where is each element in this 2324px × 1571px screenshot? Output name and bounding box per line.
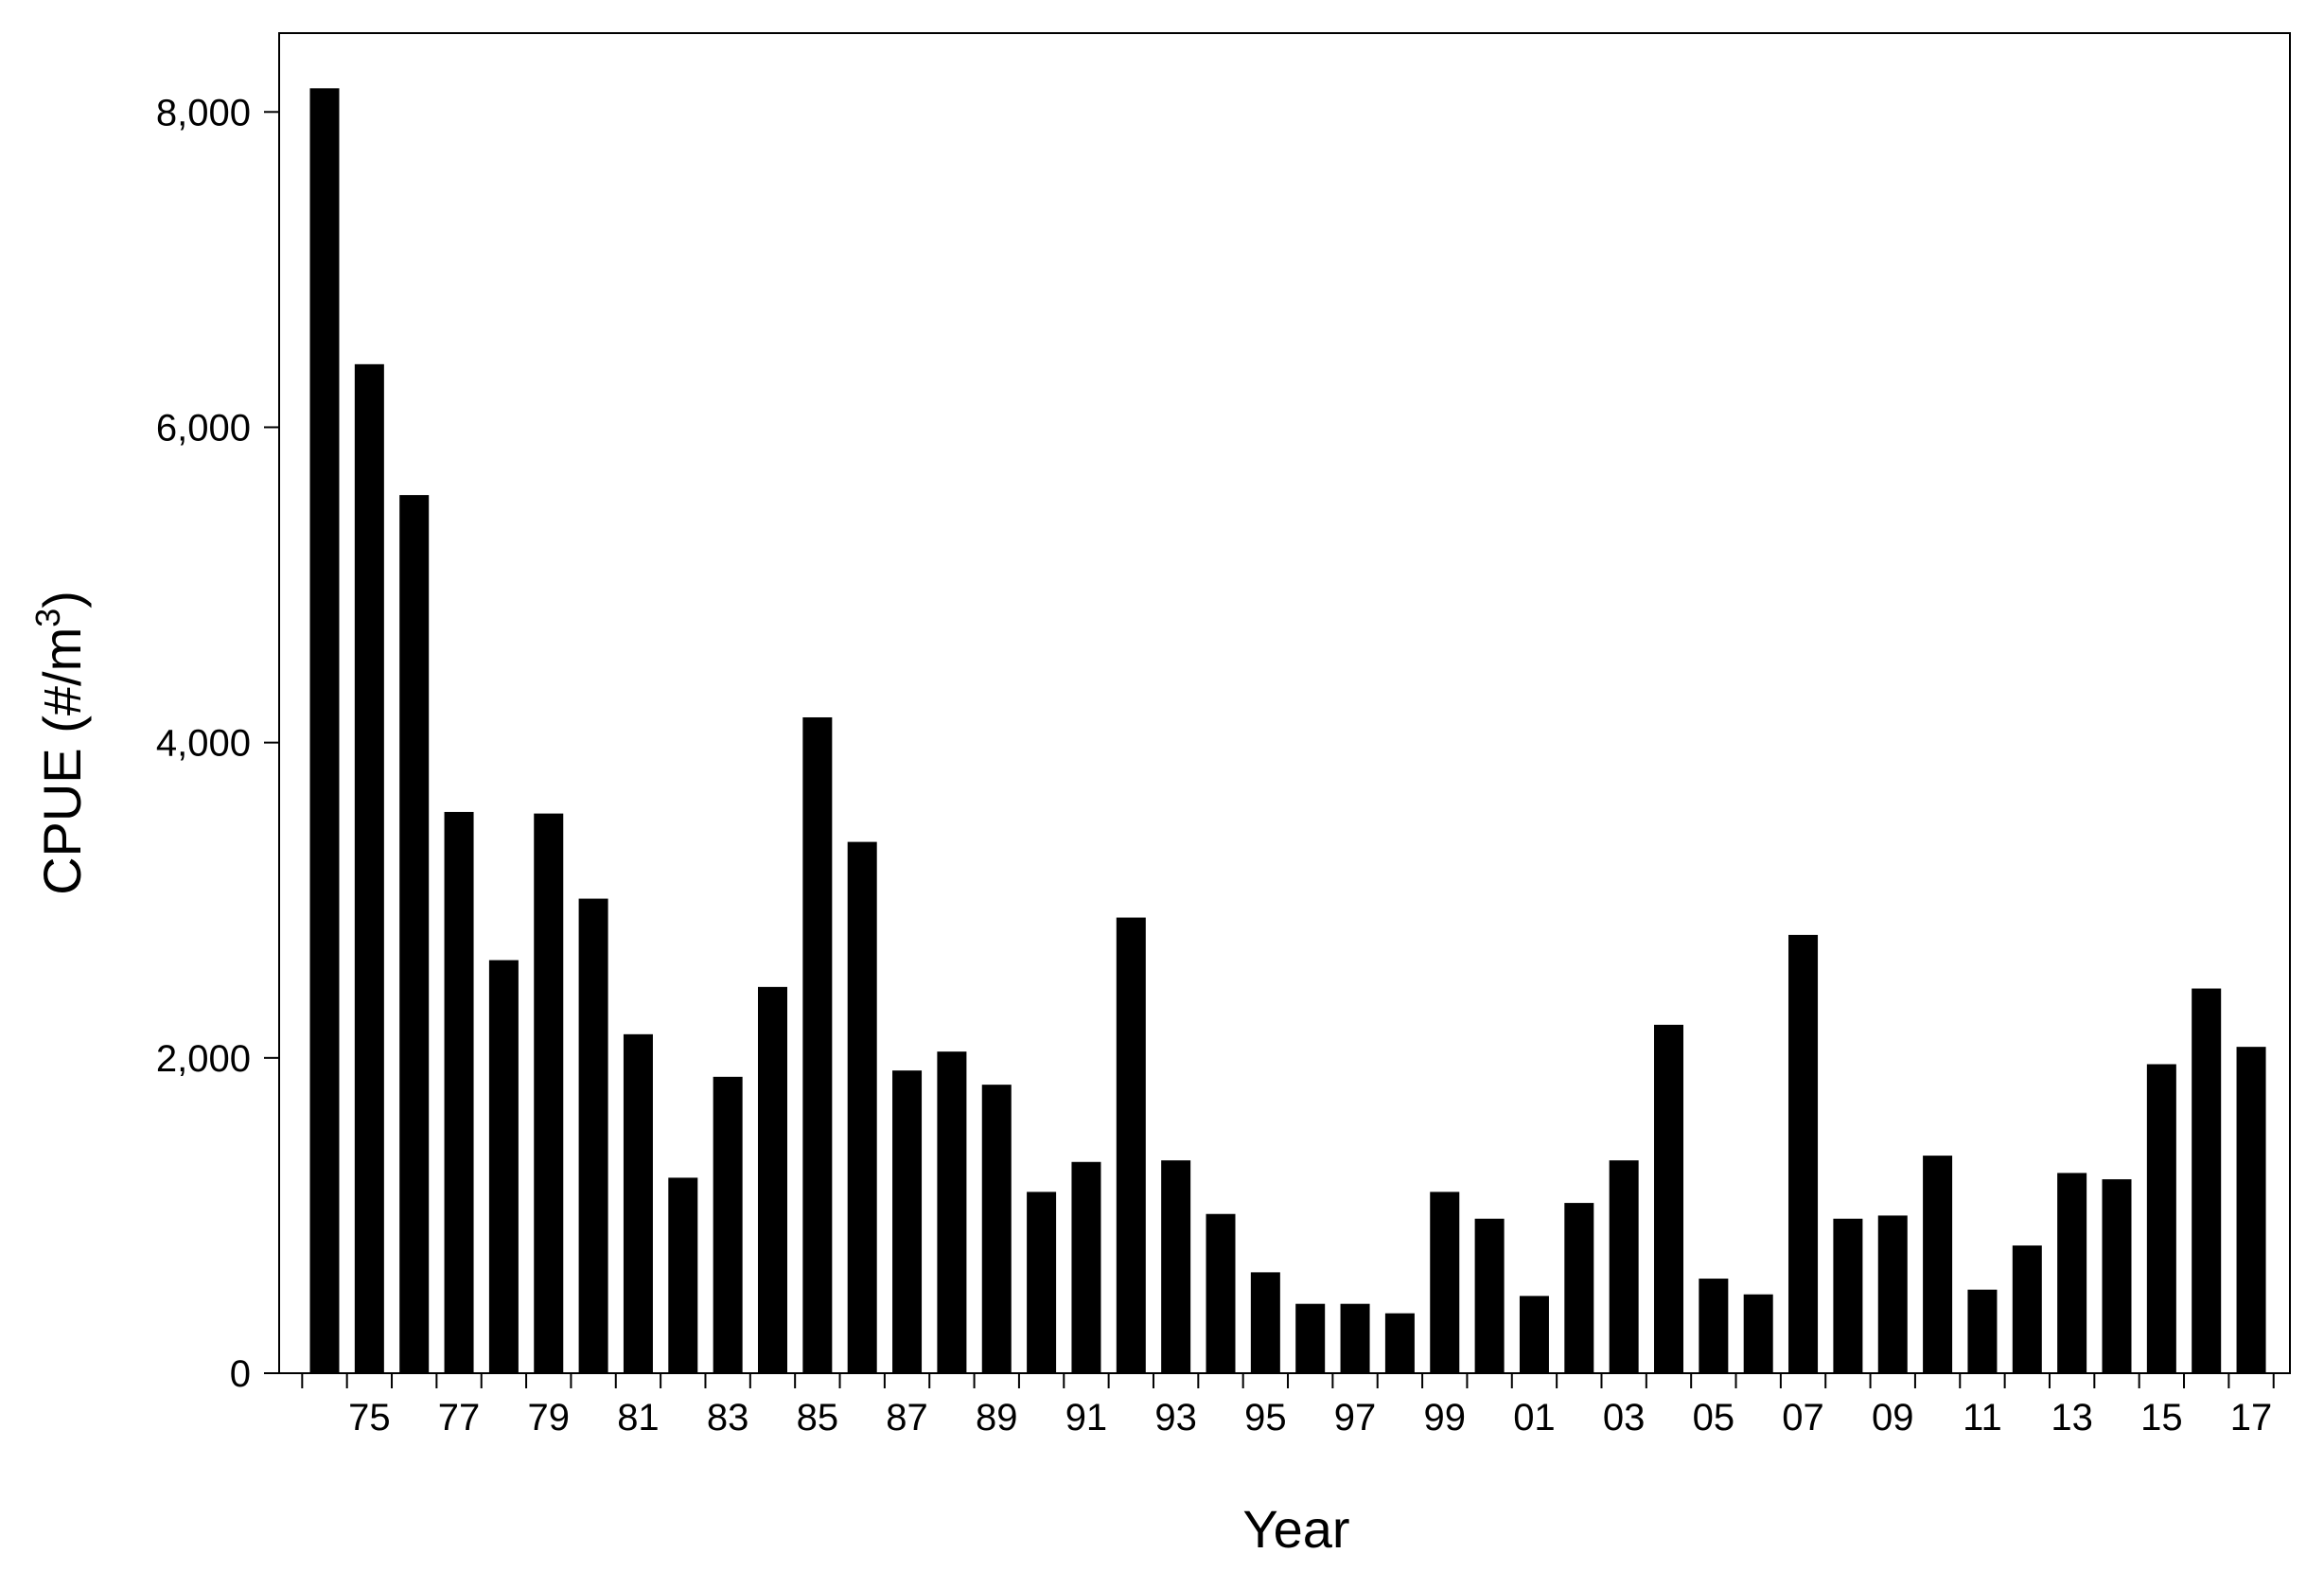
x-tick-label: 93	[1154, 1397, 1197, 1439]
x-tick-label: 07	[1782, 1397, 1824, 1439]
bar-1992	[1116, 917, 1146, 1373]
bar-2014	[2102, 1179, 2132, 1373]
bar-1996	[1295, 1303, 1326, 1373]
bar-1991	[1071, 1161, 1101, 1373]
y-tick-label: 4,000	[156, 723, 251, 765]
bar-2012	[2012, 1245, 2042, 1373]
x-tick-label: 87	[886, 1397, 928, 1439]
bar-2001	[1519, 1296, 1549, 1373]
x-axis: 75 77 79 81 83 85 87 89 91 93 95 97 99 01 03 05 07 09 11 13…	[301, 1373, 2275, 1439]
x-tick-label: 17	[2230, 1397, 2273, 1439]
x-tick-label: 05	[1693, 1397, 1735, 1439]
bar-2007	[1788, 934, 1819, 1373]
x-tick-label: 91	[1065, 1397, 1108, 1439]
y-tick-label: 8,000	[156, 92, 251, 133]
x-axis-title: Year	[1242, 1499, 1349, 1559]
bar-1986	[847, 841, 877, 1373]
bar-1998	[1384, 1313, 1415, 1373]
y-tick-label: 0	[230, 1353, 251, 1395]
bar-2000	[1474, 1218, 1505, 1373]
bar-2009	[1877, 1215, 1908, 1373]
x-tick-label: 15	[2140, 1397, 2183, 1439]
x-tick-label: 11	[1963, 1397, 2002, 1439]
x-tick-label: 01	[1513, 1397, 1556, 1439]
y-axis: 0 2,000 4,000 6,000 8,000	[156, 92, 279, 1395]
bar-1999	[1430, 1191, 1460, 1373]
bar-2017	[2236, 1047, 2266, 1373]
bar-2013	[2057, 1173, 2087, 1373]
bar-1983	[713, 1076, 743, 1373]
bar-1975	[354, 363, 384, 1373]
bar-1974	[309, 88, 340, 1373]
x-tick-label: 79	[528, 1397, 571, 1439]
plot-frame	[278, 32, 2291, 1374]
bar-1977	[444, 811, 474, 1373]
bar-2010	[1923, 1156, 1953, 1373]
bar-1994	[1206, 1213, 1236, 1373]
x-tick-label: 83	[707, 1397, 749, 1439]
bar-1984	[758, 986, 787, 1373]
bar-2003	[1609, 1160, 1639, 1373]
y-axis-title-text: CPUE (#/m	[32, 627, 92, 895]
x-tick-label: 03	[1603, 1397, 1646, 1439]
bar-1995	[1250, 1272, 1280, 1373]
bar-2016	[2192, 988, 2222, 1373]
bar-2006	[1743, 1294, 1773, 1373]
bar-2004	[1654, 1024, 1683, 1373]
x-tick-label: 85	[797, 1397, 839, 1439]
x-tick-label: 95	[1244, 1397, 1287, 1439]
x-tick-label: 77	[438, 1397, 481, 1439]
bar-1988	[937, 1051, 967, 1373]
y-axis-title-close: )	[32, 591, 92, 609]
bar-1993	[1161, 1160, 1191, 1373]
x-tick-label: 13	[2051, 1397, 2093, 1439]
bar-2015	[2146, 1064, 2176, 1373]
bar-2002	[1564, 1203, 1594, 1373]
bar-2011	[1967, 1289, 1998, 1373]
bar-1980	[578, 898, 608, 1373]
y-axis-title: CPUE (#/m3)	[28, 591, 92, 895]
x-tick-label: 99	[1424, 1397, 1467, 1439]
x-tick-label: 09	[1872, 1397, 1914, 1439]
x-tick-label: 89	[976, 1397, 1018, 1439]
bar-1987	[892, 1070, 923, 1373]
bar-1978	[488, 960, 519, 1373]
bar-1997	[1340, 1303, 1370, 1373]
bar-1981	[623, 1033, 653, 1373]
x-tick-label: 81	[617, 1397, 660, 1439]
y-axis-title-superscript: 3	[28, 609, 67, 627]
bar-2008	[1833, 1218, 1863, 1373]
bar-1982	[668, 1177, 698, 1373]
bar-1976	[399, 495, 430, 1373]
bar-2005	[1699, 1279, 1729, 1373]
x-tick-label: 97	[1334, 1397, 1377, 1439]
y-tick-label: 2,000	[156, 1038, 251, 1080]
y-tick-label: 6,000	[156, 407, 251, 449]
bar-1990	[1027, 1191, 1057, 1373]
bar-1989	[981, 1085, 1012, 1373]
bar-1979	[534, 813, 564, 1373]
x-tick-label: 75	[348, 1397, 391, 1439]
bar-1985	[802, 716, 833, 1373]
bars-group	[309, 88, 2266, 1373]
